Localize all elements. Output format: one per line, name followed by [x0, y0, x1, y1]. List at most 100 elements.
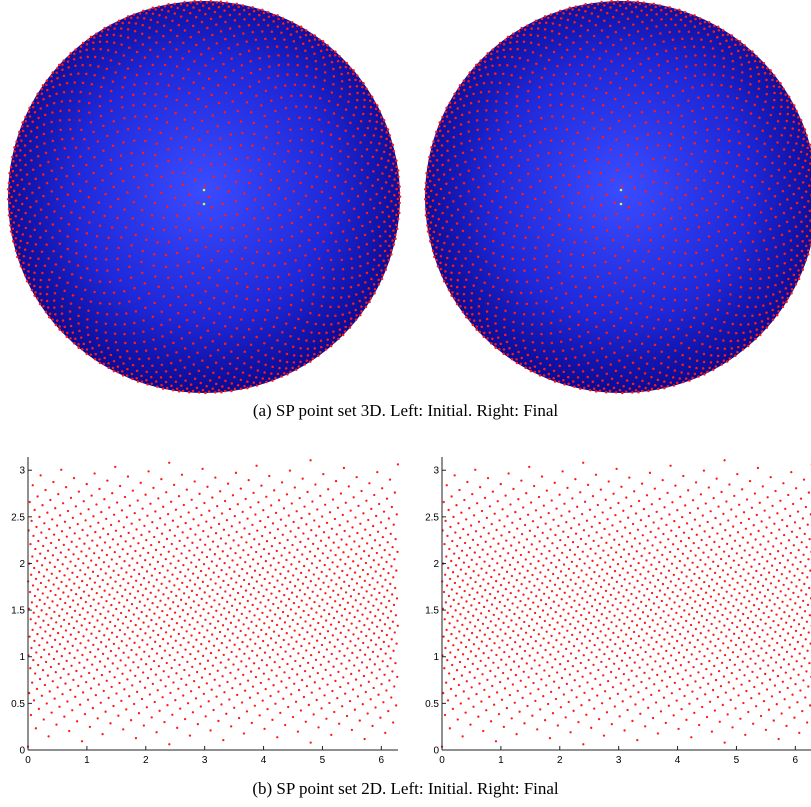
plane-point [264, 525, 267, 529]
sphere-point [644, 5, 648, 8]
plane-point [157, 664, 161, 668]
plane-point [251, 603, 254, 607]
sphere-point [786, 141, 790, 144]
sphere-point [689, 14, 692, 17]
sphere-point [379, 116, 383, 119]
sphere-point [17, 252, 21, 256]
sphere-point [530, 323, 534, 326]
sphere-point [680, 114, 683, 118]
plane-point [357, 504, 360, 508]
sphere-point [581, 107, 584, 110]
sphere-point [640, 174, 644, 178]
plane-point [667, 704, 670, 707]
plane-point [364, 528, 367, 531]
sphere-point [643, 276, 646, 280]
plane-point [657, 689, 661, 692]
sphere-point [152, 264, 155, 267]
sphere-point [721, 33, 725, 37]
plane-point [73, 532, 76, 535]
plane-point [222, 738, 225, 742]
plane-point [177, 559, 180, 562]
plane-point [95, 503, 98, 506]
sphere-point [575, 13, 578, 17]
sphere-point [181, 389, 185, 393]
sphere-point [644, 46, 648, 50]
sphere-point [470, 148, 474, 152]
plane-point [385, 497, 389, 500]
plane-point [244, 634, 247, 637]
sphere-point [195, 386, 199, 390]
sphere-point [156, 82, 159, 85]
plane-point [311, 666, 315, 670]
sphere-point [475, 83, 479, 86]
sphere-point [109, 24, 112, 27]
sphere-point [737, 49, 740, 53]
pole-marker [202, 188, 206, 192]
sphere-point [486, 73, 490, 76]
plane-point [243, 527, 246, 530]
plane-point [775, 703, 778, 706]
plane-point [488, 695, 491, 698]
sphere-point [696, 297, 699, 300]
plane-point [110, 685, 113, 688]
sphere-point [368, 220, 372, 224]
plane-point [327, 488, 330, 491]
plane-point [144, 493, 147, 496]
sphere-point [69, 73, 73, 76]
plane-point [70, 616, 74, 619]
plane-point [128, 592, 132, 595]
sphere-point [338, 333, 342, 337]
plane-point [272, 630, 276, 633]
plane-point [380, 556, 383, 559]
sphere-point [117, 19, 121, 22]
sphere-point [600, 347, 604, 350]
sphere-point [654, 5, 657, 9]
plane-point [172, 555, 175, 558]
sphere-point [189, 35, 193, 39]
plane-point [298, 589, 302, 592]
plane-point [225, 519, 229, 522]
plane-point [277, 634, 281, 637]
plane-point [296, 730, 300, 733]
sphere-point [65, 174, 69, 178]
sphere-point [571, 8, 574, 11]
sphere-point [14, 199, 18, 202]
plane-point [185, 488, 188, 491]
sphere-point [390, 199, 393, 203]
sphere-point [579, 24, 583, 28]
sphere-point [728, 139, 731, 143]
plane-point [283, 621, 287, 624]
sphere-point [276, 14, 279, 17]
sphere-point [97, 201, 101, 204]
sphere-point [308, 208, 311, 212]
sphere-point [577, 8, 581, 12]
plane-point [83, 617, 86, 621]
plane-point [303, 505, 306, 508]
sphere-point [517, 164, 521, 168]
sphere-point [214, 391, 217, 394]
sphere-point [350, 257, 353, 260]
plane-point [304, 575, 308, 579]
plane-point [356, 609, 359, 612]
sphere-point [737, 130, 740, 133]
plane-point [446, 699, 450, 702]
sphere-point [366, 262, 369, 265]
plane-point [289, 655, 292, 658]
plane-point [246, 645, 249, 648]
sphere-point [141, 223, 144, 227]
plane-point [189, 690, 193, 693]
sphere-point [647, 350, 650, 353]
sphere-point [89, 121, 93, 124]
sphere-point [561, 139, 564, 143]
sphere-point [579, 216, 582, 219]
plane-point [304, 620, 307, 623]
plane-point [392, 523, 395, 526]
sphere-point [751, 240, 755, 243]
plane-point [382, 640, 385, 644]
plane-point [389, 610, 393, 613]
sphere-point [341, 192, 344, 195]
sphere-point [623, 26, 626, 30]
plane-point [383, 673, 386, 676]
sphere-point [714, 365, 718, 368]
sphere-point [150, 382, 153, 386]
